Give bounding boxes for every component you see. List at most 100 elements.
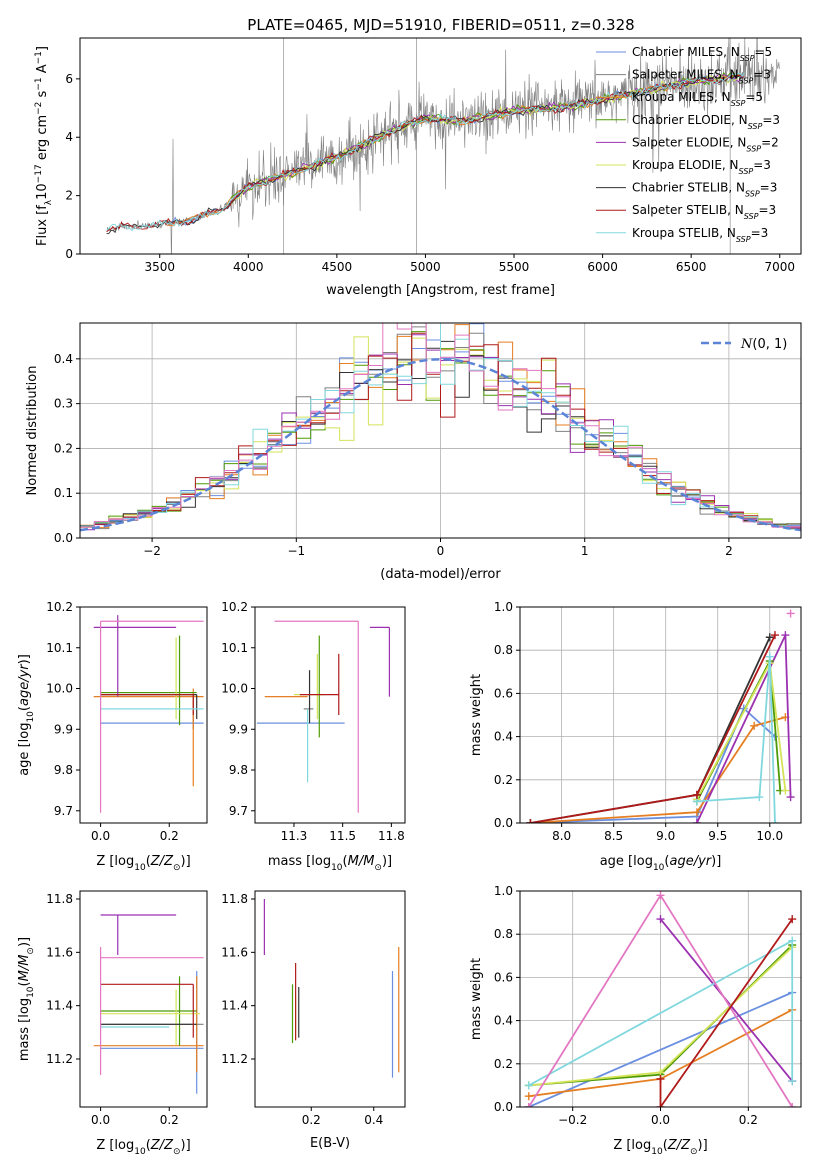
residual-histogram-step: [80, 323, 801, 528]
y-tick-label: 10.1: [46, 641, 73, 655]
label-part: Chabrier MILES, N: [632, 45, 740, 59]
y-tick-label: 0.4: [54, 352, 73, 366]
label-part: =3: [753, 68, 771, 82]
label-part: Z [log: [96, 1138, 134, 1153]
label-part: ⊙: [374, 863, 382, 873]
legend-entry: Kroupa MILES, NSSP=5: [632, 90, 763, 108]
model-spectrum-line: [230, 74, 744, 204]
axes-frame: 8.0 8.5 9.0 9.5 10.0 0.0 0.2 0.4 0.6 0.8 1.0 age [l…: [469, 600, 802, 873]
x-tick-label: 0: [437, 544, 445, 558]
label-part: (: [663, 1138, 668, 1153]
label-part: SSP: [739, 76, 754, 85]
x-tick-label: 10.0: [756, 829, 783, 843]
x-tick-label: 0.2: [302, 1113, 321, 1127]
y-tick-label: 11.6: [46, 945, 73, 959]
weight-marker: [692, 790, 701, 799]
weight-marker: [524, 1081, 533, 1090]
x-tick-label: 6500: [676, 260, 707, 274]
weight-line: [696, 634, 792, 823]
y-tick-label: 9.9: [54, 722, 73, 736]
weight-marker: [765, 633, 774, 642]
axes-frame: 11.3 11.5 11.8 9.7 9.8 9.9 10.0 10.1 10.2 mass [l…: [221, 600, 406, 873]
plot-area: [263, 899, 400, 1078]
weight-marker: [770, 819, 779, 823]
label-part: erg cm: [35, 115, 50, 164]
x-tick-label: −1: [287, 544, 305, 558]
label-part: =3: [753, 158, 771, 172]
x-tick-label: 1: [581, 544, 589, 558]
label-part: age [log: [17, 723, 32, 776]
label-part: Kroupa STELIB, N: [632, 226, 736, 240]
x-axis-label: Z [log10(Z/Z⊙)]: [96, 854, 190, 873]
label-part: age [log: [600, 854, 653, 869]
label-part: Z/Z: [150, 1138, 174, 1153]
gridlines: [520, 606, 801, 824]
label-part: Chabrier ELODIE, N: [632, 113, 748, 127]
legend-entry: Salpeter ELODIE, NSSP=2: [632, 135, 779, 153]
axes-border: [254, 890, 406, 1108]
y-tick-label: 10.1: [221, 641, 248, 655]
legend-entry: Chabrier STELIB, NSSP=3: [632, 181, 777, 199]
legend-entry: Chabrier ELODIE, NSSP=3: [632, 113, 780, 131]
y-tick-label: 11.6: [221, 945, 248, 959]
label-part: Salpeter ELODIE, N: [632, 135, 746, 149]
y-tick-label: 11.4: [221, 999, 248, 1013]
axes-border: [254, 606, 406, 824]
label-part: =3: [762, 113, 780, 127]
plot-area: [93, 914, 204, 1094]
x-tick-label: 4500: [322, 260, 353, 274]
label-part: −17: [34, 164, 44, 183]
label-part: ⊙: [26, 947, 36, 955]
x-tick-label: 0.0: [91, 1113, 110, 1127]
weight-line: [530, 706, 776, 823]
y-tick-label: 11.2: [46, 1052, 73, 1066]
age-vs-mass-panel: 11.3 11.5 11.8 9.7 9.8 9.9 10.0 10.1 10.2 mass [l…: [221, 600, 406, 873]
label-part: M/M: [17, 955, 32, 982]
axes-frame: 3500 4000 4500 5000 5500 6000 6500 7000 0 2 4 6 Chab…: [34, 37, 802, 298]
weight-marker: [656, 1074, 665, 1083]
x-tick-label: 3500: [144, 260, 175, 274]
label-part: (: [146, 854, 151, 869]
y-tick-label: 11.8: [46, 892, 73, 906]
y-tick-label: 0.4: [494, 730, 513, 744]
y-tick-label: 0.0: [54, 531, 73, 545]
y-tick-label: 9.7: [229, 804, 248, 818]
label-part: 10: [651, 1147, 663, 1157]
x-tick-label: 11.3: [281, 829, 308, 843]
x-tick-label: 11.5: [329, 829, 356, 843]
label-part: 10: [134, 863, 146, 873]
y-tick-label: 10.0: [46, 682, 73, 696]
residual-histogram-panel: −2 −1 0 1 2 0.0 0.1 0.2 0.3 0.4 N(0, 1) (data-model…: [25, 322, 802, 582]
legend-entry: Salpeter MILES, NSSP=3: [632, 68, 771, 86]
label-part: =3: [758, 203, 776, 217]
weight-marker: [524, 1103, 533, 1107]
y-tick-label: 6: [65, 72, 73, 86]
y-tick-label: 0.4: [494, 1014, 513, 1028]
label-part: )]: [698, 1138, 708, 1153]
label-part: −2: [34, 102, 44, 115]
x-tick-label: 9.5: [708, 829, 727, 843]
age-vs-metallicity-panel: 0.0 0.29.79.89.910.010.110.2Z [log10(Z/Z⊙…: [17, 600, 208, 873]
label-part: )]: [17, 654, 32, 664]
y-tick-label: 0.3: [54, 397, 73, 411]
legend-entry: Kroupa STELIB, NSSP=3: [632, 226, 768, 244]
y-tick-label: 9.8: [229, 763, 248, 777]
axes-frame: 0.2 0.4 11.2 11.4 11.6 11.8 E(B-V): [221, 890, 406, 1151]
y-tick-label: 0.1: [54, 486, 73, 500]
label-part: =3: [760, 181, 778, 195]
label-part: )]: [181, 854, 191, 869]
legend-entry: Salpeter STELIB, NSSP=3: [632, 203, 776, 221]
y-tick-label: 2: [65, 189, 73, 203]
y-tick-label: 9.9: [229, 722, 248, 736]
weight-line: [530, 716, 786, 823]
x-tick-label: 11.8: [378, 829, 405, 843]
x-tick-label: −0.2: [558, 1113, 587, 1127]
label-part: (: [146, 1138, 151, 1153]
label-part: SSP: [744, 212, 759, 221]
axes-border: [79, 37, 802, 255]
x-tick-label: 5000: [410, 260, 441, 274]
y-tick-label: 4: [65, 130, 73, 144]
weight-marker: [656, 915, 665, 924]
x-tick-label: −2: [143, 544, 161, 558]
